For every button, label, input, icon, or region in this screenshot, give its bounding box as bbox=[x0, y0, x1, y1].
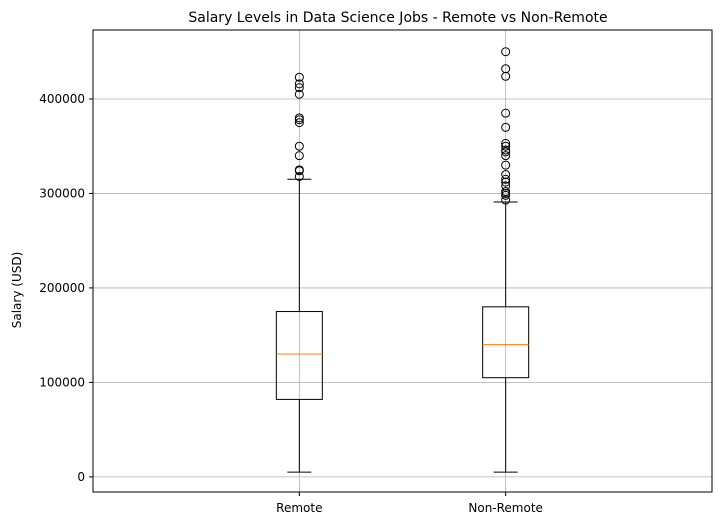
outlier-point bbox=[501, 108, 511, 118]
outlier-point bbox=[501, 145, 511, 155]
x-ticks: Remote Non-Remote bbox=[276, 492, 543, 515]
plot-frame bbox=[92, 29, 713, 493]
grid-lines bbox=[93, 30, 712, 492]
outlier-point bbox=[501, 122, 511, 132]
y-tick-label: 300000 bbox=[39, 186, 85, 200]
outlier-point bbox=[294, 171, 304, 181]
y-tick-label: 400000 bbox=[39, 92, 85, 106]
outlier-point bbox=[294, 165, 304, 175]
outlier-point bbox=[501, 195, 511, 205]
outlier-point bbox=[294, 113, 304, 123]
y-tick-label: 200000 bbox=[39, 281, 85, 295]
outlier-point bbox=[501, 141, 511, 151]
boxes bbox=[275, 47, 530, 473]
outlier-point bbox=[294, 141, 304, 151]
outlier-point bbox=[294, 79, 304, 89]
outlier-point bbox=[501, 138, 511, 148]
outlier-point bbox=[294, 118, 304, 128]
outlier-point bbox=[501, 181, 511, 191]
y-ticks: 0 100000 200000 300000 400000 bbox=[39, 92, 93, 484]
outlier-point bbox=[294, 151, 304, 161]
outlier-point bbox=[501, 174, 511, 184]
outlier-point bbox=[501, 64, 511, 74]
outlier-point bbox=[294, 83, 304, 93]
iqr-box bbox=[482, 306, 530, 379]
y-axis-label: Salary (USD) bbox=[10, 252, 24, 329]
x-tick-label: Remote bbox=[276, 501, 322, 515]
outlier-point bbox=[501, 47, 511, 57]
outlier-point bbox=[294, 72, 304, 82]
y-tick-label: 0 bbox=[77, 470, 85, 484]
outlier-point bbox=[294, 89, 304, 99]
box-non-remote bbox=[482, 47, 530, 473]
iqr-box bbox=[275, 311, 323, 400]
chart-title: Salary Levels in Data Science Jobs - Rem… bbox=[188, 10, 607, 26]
box-remote bbox=[275, 72, 323, 473]
x-tick-label: Non-Remote bbox=[468, 501, 543, 515]
outlier-point bbox=[501, 187, 511, 197]
outlier-point bbox=[501, 170, 511, 180]
outlier-point bbox=[501, 160, 511, 170]
y-tick-label: 100000 bbox=[39, 375, 85, 389]
outlier-point bbox=[501, 151, 511, 161]
